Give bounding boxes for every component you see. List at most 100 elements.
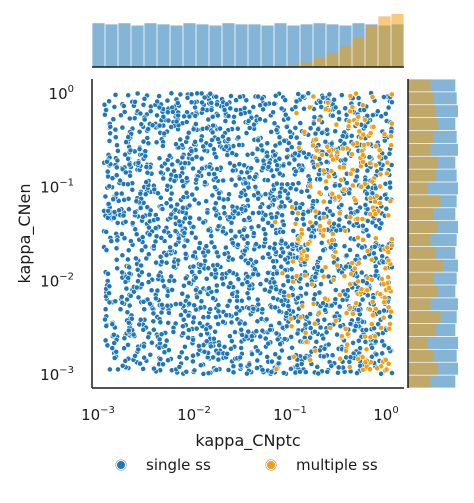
point-single-ss — [215, 308, 222, 315]
point-multiple-ss — [372, 211, 379, 218]
point-single-ss — [154, 216, 161, 222]
point-single-ss — [236, 175, 243, 182]
point-single-ss — [145, 224, 152, 231]
point-single-ss — [113, 348, 120, 355]
point-single-ss — [320, 353, 327, 360]
point-single-ss — [129, 220, 136, 226]
point-single-ss — [271, 120, 278, 127]
point-single-ss — [158, 234, 165, 241]
point-single-ss — [287, 134, 294, 140]
point-single-ss — [238, 189, 245, 196]
point-single-ss — [178, 312, 184, 318]
point-single-ss — [202, 257, 208, 264]
point-single-ss — [185, 312, 192, 319]
right-hist-bar-multiple-ss — [408, 362, 438, 375]
point-multiple-ss — [328, 237, 335, 244]
point-multiple-ss — [329, 231, 336, 237]
point-multiple-ss — [377, 200, 383, 207]
point-multiple-ss — [356, 128, 363, 135]
point-multiple-ss — [330, 156, 336, 163]
point-single-ss — [135, 278, 141, 285]
point-single-ss — [278, 347, 285, 354]
point-single-ss — [165, 347, 172, 353]
point-single-ss — [369, 112, 376, 118]
point-single-ss — [144, 135, 151, 141]
point-single-ss — [282, 111, 289, 118]
point-multiple-ss — [310, 300, 317, 307]
point-multiple-ss — [304, 240, 311, 247]
point-single-ss — [113, 164, 120, 171]
point-single-ss — [138, 121, 145, 128]
point-single-ss — [169, 286, 175, 293]
point-multiple-ss — [307, 183, 313, 189]
point-single-ss — [385, 104, 392, 111]
point-single-ss — [212, 200, 219, 207]
point-single-ss — [283, 310, 290, 317]
point-single-ss — [233, 310, 240, 317]
point-single-ss — [222, 244, 229, 251]
point-single-ss — [191, 302, 198, 309]
point-single-ss — [148, 339, 155, 346]
point-single-ss — [208, 239, 215, 246]
point-single-ss — [280, 228, 286, 235]
point-multiple-ss — [334, 149, 341, 156]
point-single-ss — [241, 217, 247, 223]
point-single-ss — [200, 314, 207, 321]
point-single-ss — [230, 363, 237, 370]
point-single-ss — [280, 222, 287, 228]
point-multiple-ss — [279, 270, 286, 277]
point-single-ss — [312, 130, 319, 137]
point-single-ss — [243, 370, 250, 377]
x-tick-label: 100 — [373, 405, 398, 424]
legend-marker-multiple-ss — [266, 460, 276, 470]
point-single-ss — [195, 200, 202, 207]
point-single-ss — [113, 245, 120, 252]
point-single-ss — [336, 182, 343, 189]
point-multiple-ss — [319, 151, 325, 158]
point-multiple-ss — [303, 338, 310, 345]
x-tick-label: 10−1 — [273, 405, 307, 424]
point-single-ss — [142, 148, 149, 155]
point-multiple-ss — [316, 189, 323, 196]
point-multiple-ss — [387, 198, 394, 204]
point-single-ss — [178, 349, 185, 356]
point-single-ss — [287, 365, 294, 372]
point-single-ss — [293, 98, 300, 105]
point-single-ss — [170, 329, 177, 335]
point-single-ss — [210, 295, 216, 302]
point-multiple-ss — [367, 195, 374, 202]
point-single-ss — [168, 203, 174, 210]
point-single-ss — [276, 170, 283, 177]
point-single-ss — [207, 306, 214, 313]
point-single-ss — [378, 220, 385, 227]
point-single-ss — [134, 266, 141, 273]
point-single-ss — [258, 142, 265, 149]
point-single-ss — [252, 266, 258, 273]
point-single-ss — [190, 126, 197, 133]
point-single-ss — [104, 214, 111, 221]
point-single-ss — [102, 111, 108, 118]
point-single-ss — [332, 242, 339, 248]
x-tick-label: 10−2 — [177, 405, 211, 424]
top-hist-bar-multiple-ss — [352, 37, 365, 67]
point-multiple-ss — [388, 308, 394, 315]
point-single-ss — [126, 264, 133, 271]
point-single-ss — [310, 198, 317, 205]
point-single-ss — [339, 297, 346, 303]
point-single-ss — [228, 227, 234, 234]
right-hist-bar-multiple-ss — [408, 118, 438, 131]
point-single-ss — [255, 223, 262, 230]
right-hist-bar-multiple-ss — [408, 79, 431, 92]
point-single-ss — [294, 330, 301, 337]
point-single-ss — [319, 129, 325, 136]
point-single-ss — [228, 338, 235, 344]
point-single-ss — [127, 238, 134, 244]
point-single-ss — [192, 274, 199, 281]
point-single-ss — [165, 117, 172, 124]
point-single-ss — [213, 154, 220, 160]
point-single-ss — [382, 110, 389, 117]
point-single-ss — [112, 134, 119, 141]
point-single-ss — [203, 125, 210, 132]
top-hist-bar-single-ss — [183, 23, 196, 67]
point-single-ss — [288, 284, 295, 291]
